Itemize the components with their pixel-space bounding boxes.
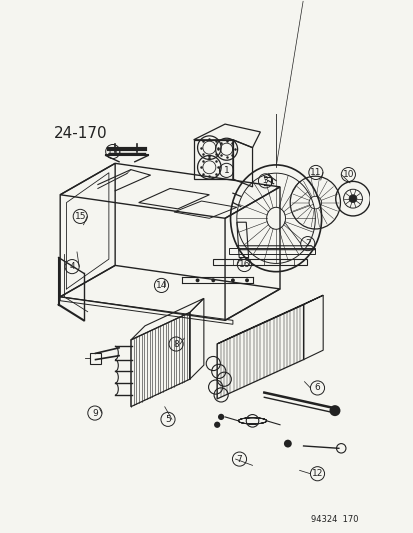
Circle shape [329, 405, 339, 416]
Circle shape [283, 440, 291, 448]
Text: 15: 15 [74, 212, 86, 221]
Text: 9: 9 [92, 409, 97, 417]
Text: 14: 14 [155, 281, 167, 290]
Text: 1: 1 [223, 166, 229, 175]
Text: 4: 4 [69, 262, 75, 271]
Text: 8: 8 [173, 340, 178, 349]
Circle shape [244, 278, 248, 282]
Text: 24-170: 24-170 [54, 126, 107, 141]
Text: 11: 11 [309, 168, 321, 177]
Text: 12: 12 [311, 469, 323, 478]
Text: 94324  170: 94324 170 [310, 515, 358, 524]
Text: 2: 2 [304, 239, 310, 248]
Circle shape [214, 422, 220, 428]
Circle shape [230, 278, 234, 282]
Text: 3: 3 [262, 176, 268, 185]
Text: 6: 6 [314, 383, 320, 392]
Text: 16: 16 [238, 260, 249, 269]
Text: 10: 10 [342, 170, 353, 179]
Text: 5: 5 [165, 415, 171, 424]
Circle shape [348, 195, 356, 203]
Circle shape [195, 278, 199, 282]
Text: 13: 13 [107, 147, 118, 156]
Text: 7: 7 [236, 455, 242, 464]
Circle shape [218, 414, 224, 420]
Circle shape [211, 278, 215, 282]
